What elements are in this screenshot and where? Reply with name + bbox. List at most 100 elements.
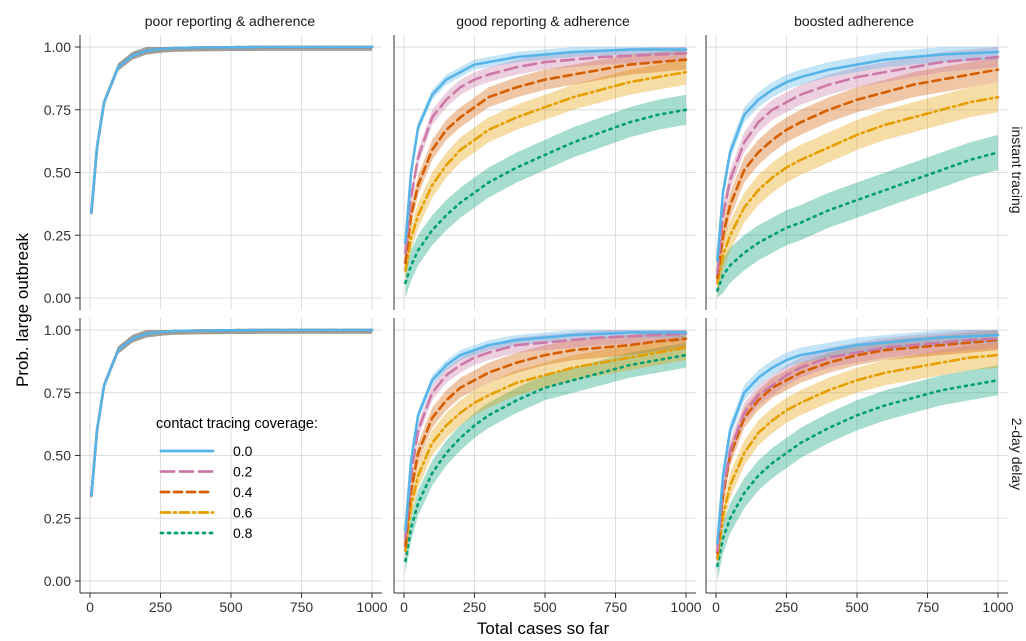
x-tick-label: 500	[533, 599, 557, 615]
x-tick-label: 250	[775, 599, 799, 615]
panel	[90, 45, 374, 217]
series-line-0-0	[404, 48, 688, 245]
series-line-0-0	[716, 50, 1000, 262]
series-line-0-6	[404, 70, 688, 272]
y-tick-label: 0.50	[44, 165, 71, 181]
y-tick-label: 1.00	[44, 39, 71, 55]
legend-label: 0.2	[233, 464, 253, 480]
confidence-band-0-2	[717, 47, 998, 283]
series-line-0-4	[90, 328, 374, 497]
legend-item: 0.4	[159, 484, 253, 500]
y-tick-label: 0.00	[44, 290, 71, 306]
confidence-band-0-6	[405, 59, 686, 283]
y-tick-label: 0.25	[44, 227, 71, 243]
series-line-0-8	[90, 328, 374, 497]
panel-grid	[705, 318, 1008, 594]
confidence-band-0-4	[91, 47, 373, 217]
facet-strips: poor reporting & adherence good reportin…	[145, 13, 1025, 490]
legend-label: 0.8	[233, 525, 253, 541]
x-tick-label: 0	[712, 599, 720, 615]
panels-layer	[79, 35, 1008, 594]
x-tick-label: 500	[845, 599, 869, 615]
confidence-band-0-6	[717, 342, 998, 571]
legend-title: contact tracing coverage:	[156, 416, 318, 432]
x-tick-label: 750	[604, 599, 628, 615]
x-axis-title: Total cases so far	[477, 619, 610, 638]
x-tick-label: 1000	[356, 599, 387, 615]
y-tick-label: 0.75	[44, 102, 71, 118]
x-tick-label: 750	[916, 599, 940, 615]
confidence-band-0-2	[91, 330, 373, 500]
confidence-band-0-0	[91, 47, 373, 217]
y-tick-labels: 0.00 0.00 0.25 0.25 0.50 0.50 0.75 0.75 1.00 1.00	[44, 39, 80, 589]
confidence-band-0-6	[405, 335, 686, 564]
series-line-0-0	[404, 331, 688, 533]
y-axis-title: Prob. large outbreak	[13, 232, 32, 387]
series-line-0-4	[404, 58, 688, 265]
legend-label: 0.4	[233, 484, 253, 500]
legend-item: 0.0	[159, 443, 253, 459]
series-line-0-6	[716, 353, 1000, 560]
series-line-0-8	[716, 378, 1000, 568]
confidence-band-0-8	[717, 365, 998, 581]
x-tick-label: 750	[290, 599, 314, 615]
series-line-0-2	[90, 328, 374, 497]
panel-grid	[393, 318, 696, 594]
series-line-0-4	[404, 337, 688, 548]
column-strip-label: poor reporting & adherence	[145, 13, 316, 29]
series-line-0-2	[716, 55, 1000, 275]
panel	[90, 328, 374, 500]
series-line-0-8	[404, 108, 688, 285]
panel-grid	[79, 35, 382, 310]
series-line-0-8	[404, 353, 688, 563]
series-line-0-6	[716, 95, 1000, 285]
column-strip-label: good reporting & adherence	[456, 13, 630, 29]
panel	[716, 47, 1000, 298]
series-line-0-2	[716, 337, 1000, 553]
series-line-0-2	[90, 45, 374, 214]
series-line-0-0	[90, 45, 374, 214]
series-line-0-6	[90, 328, 374, 497]
y-tick-label: 1.00	[44, 322, 71, 338]
y-tick-label: 0.75	[44, 385, 71, 401]
y-tick-label: 0.50	[44, 448, 71, 464]
confidence-band-0-8	[91, 330, 373, 500]
series-line-0-2	[404, 52, 688, 255]
legend: contact tracing coverage: 0.00.20.40.60.…	[156, 416, 318, 541]
confidence-band-0-4	[405, 49, 686, 273]
series-line-0-4	[90, 45, 374, 214]
confidence-band-0-8	[91, 47, 373, 217]
confidence-band-0-2	[91, 47, 373, 217]
confidence-band-0-6	[717, 82, 998, 298]
series-line-0-0	[90, 328, 374, 497]
legend-item: 0.2	[159, 464, 253, 480]
legend-items: 0.0 0.2 0.4 0.6 0.8	[159, 443, 253, 541]
confidence-band-0-4	[717, 330, 998, 564]
series-line-0-0	[716, 333, 1000, 545]
x-tick-labels: 0 0 0 250 250 250 500 500 500 750 750 750 1000 1000 10…	[86, 593, 1014, 615]
series-line-0-8	[716, 151, 1000, 292]
x-tick-label: 0	[86, 599, 94, 615]
confidence-band-0-0	[91, 330, 373, 500]
panel	[404, 47, 688, 298]
panel	[716, 330, 1000, 581]
x-tick-label: 250	[463, 599, 487, 615]
legend-item: 0.6	[159, 505, 253, 521]
legend-label: 0.0	[233, 443, 253, 459]
confidence-band-0-4	[91, 330, 373, 500]
x-tick-label: 500	[219, 599, 243, 615]
x-tick-label: 1000	[670, 599, 701, 615]
x-tick-label: 0	[400, 599, 408, 615]
panel-grid	[79, 318, 382, 594]
panel	[404, 330, 688, 574]
y-tick-label: 0.00	[44, 573, 71, 589]
legend-label: 0.6	[233, 505, 253, 521]
series-line-0-8	[90, 45, 374, 214]
x-tick-label: 250	[149, 599, 173, 615]
series-line-0-4	[716, 338, 1000, 555]
series-line-0-2	[404, 332, 688, 540]
row-strip-label: instant tracing	[1009, 126, 1025, 213]
confidence-band-0-6	[91, 330, 373, 500]
panel-grid	[705, 35, 1008, 310]
